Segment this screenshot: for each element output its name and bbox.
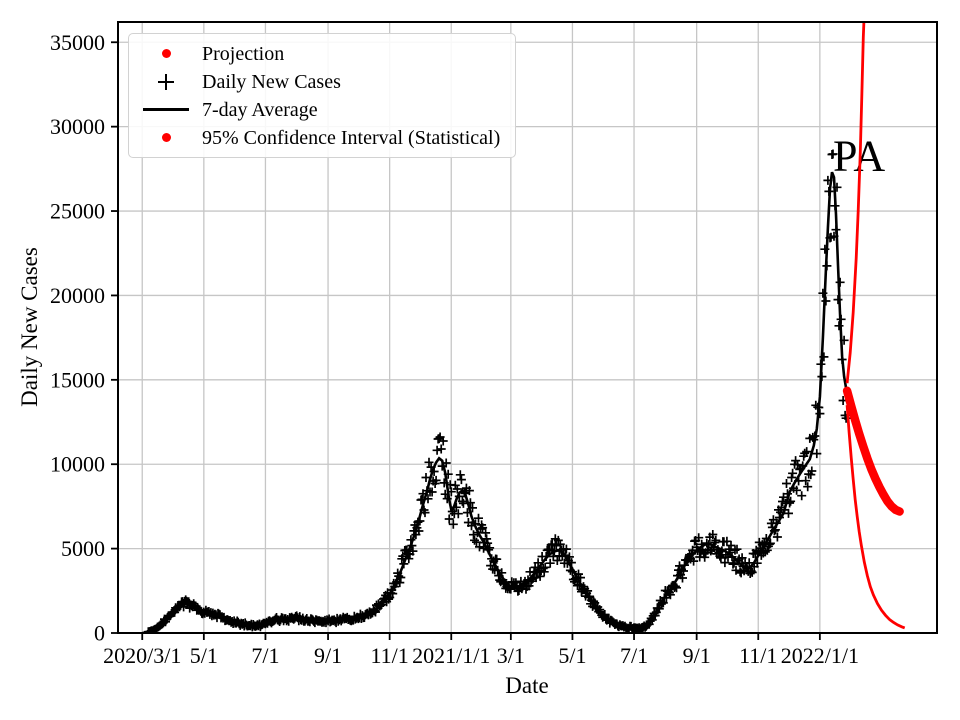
series-95-ci-upper [845,22,866,384]
x-tick-label: 2020/3/1 [103,643,181,668]
x-tick-label: 2022/1/1 [781,643,859,668]
legend-marker [137,49,195,58]
legend-item-label: 7-day Average [202,98,318,121]
legend-item-label: 95% Confidence Interval (Statistical) [202,126,501,149]
y-tick-label: 25000 [50,199,105,224]
x-tick-label: 5/1 [190,643,218,668]
x-axis-label: Date [505,673,549,698]
series-projection [842,386,904,516]
legend-item-95-confidence-interval-statistical: 95% Confidence Interval (Statistical) [129,124,515,151]
plot-border [117,21,938,634]
y-axis-label: Daily New Cases [17,247,42,407]
ci-dot-icon [161,133,171,142]
legend-item-label: Daily New Cases [202,70,341,93]
y-tick-label: 20000 [50,283,105,308]
x-tick-label: 7/1 [251,643,279,668]
x-tick-label: 5/1 [558,643,586,668]
legend-marker [137,108,195,111]
legend-marker [137,73,195,90]
x-tick-label: 3/1 [497,643,525,668]
x-tick-label: 11/1 [371,643,409,668]
x-tick-label: 9/1 [314,643,342,668]
x-tick-label: 2021/1/1 [412,643,490,668]
daily-cases-scatter [143,149,851,633]
legend-item-daily-new-cases: Daily New Cases [129,68,515,95]
projection-dot-icon [161,49,171,58]
x-tick-label: 11/1 [739,643,777,668]
avg-line [142,171,848,633]
series-95-ci-lower [845,404,906,630]
y-tick-label: 5000 [61,536,105,561]
legend: Projection Daily New Cases 7-day Average 95… [128,33,516,158]
legend-item-7-day-average: 7-day Average [129,96,515,123]
y-tick-label: 30000 [50,114,105,139]
y-tick-label: 10000 [50,452,105,477]
line-sample-icon [143,108,189,111]
plus-marker-icon [158,73,174,90]
legend-item-projection: Projection [129,40,515,67]
y-tick-label: 35000 [50,30,105,55]
legend-marker [137,133,195,142]
x-tick-label: 7/1 [620,643,648,668]
y-tick-label: 0 [94,621,105,646]
x-tick-label: 9/1 [683,643,711,668]
y-tick-label: 15000 [50,367,105,392]
legend-item-label: Projection [202,42,285,65]
